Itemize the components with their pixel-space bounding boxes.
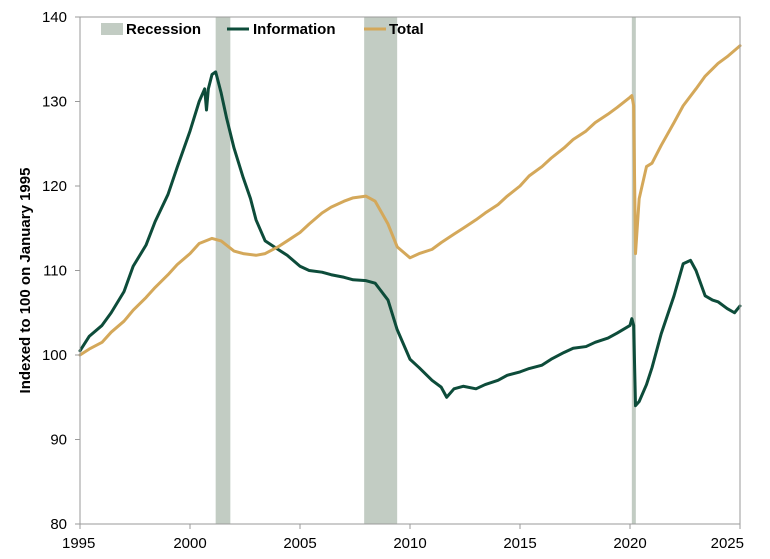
x-tick-label: 2025 — [711, 535, 744, 552]
legend-swatch-recession — [101, 23, 123, 35]
axes — [79, 16, 741, 525]
x-tick-label: 2005 — [283, 535, 316, 552]
legend-label-information: Information — [253, 21, 336, 38]
recession-bands — [215, 17, 636, 524]
y-tick-label: 100 — [42, 347, 67, 364]
x-tick-label: 1995 — [62, 535, 95, 552]
x-tick-label: 2015 — [503, 535, 536, 552]
y-tick-label: 90 — [50, 432, 67, 449]
recession-band-2 — [631, 17, 636, 524]
legend-label-recession: Recession — [126, 21, 201, 38]
legend-label-total: Total — [389, 21, 424, 38]
x-axis-ticks: 1995 2000 2005 2010 2015 2020 2025 — [62, 524, 744, 552]
y-tick-label: 120 — [42, 178, 67, 195]
series-line-total — [78, 44, 742, 357]
y-axis-ticks: 80 90 100 110 120 130 140 — [42, 9, 80, 533]
recession-band-1 — [364, 17, 398, 524]
series-lines — [78, 44, 742, 408]
y-tick-label: 140 — [42, 9, 67, 26]
x-tick-label: 2010 — [393, 535, 426, 552]
recession-band-0 — [215, 17, 231, 524]
y-axis-label: Indexed to 100 on January 1995 — [17, 168, 34, 394]
series-line-information — [78, 70, 742, 408]
x-tick-label: 2020 — [613, 535, 646, 552]
legend: Recession Information Total — [101, 21, 424, 38]
y-tick-label: 130 — [42, 94, 67, 111]
y-tick-label: 80 — [50, 516, 67, 533]
plot-frame — [79, 16, 741, 525]
y-tick-label: 110 — [43, 263, 67, 280]
x-tick-label: 2000 — [173, 535, 206, 552]
